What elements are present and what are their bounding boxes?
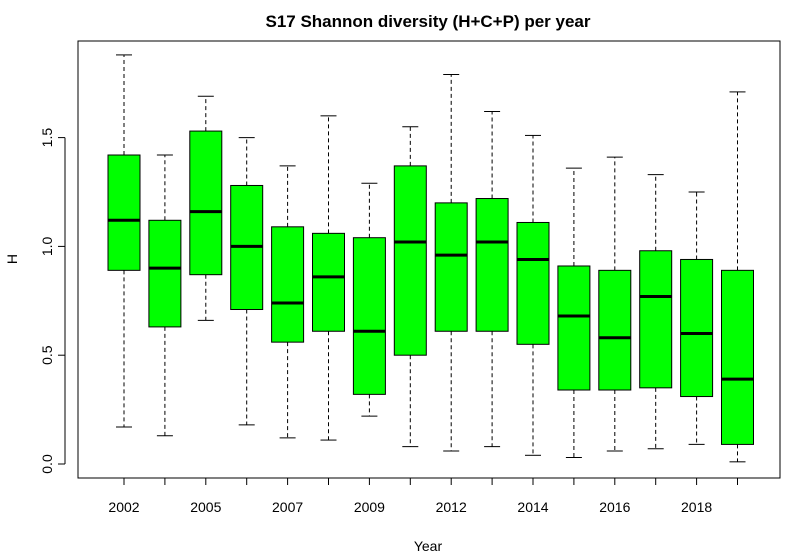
box-10	[475, 110, 509, 448]
iqr-box	[557, 265, 591, 391]
iqr-box	[516, 221, 550, 345]
iqr-box	[148, 219, 182, 328]
x-tick-label: 2012	[436, 499, 467, 515]
box-6	[312, 115, 345, 441]
box-12	[557, 167, 591, 458]
box-2	[148, 154, 182, 437]
iqr-box	[475, 198, 509, 332]
x-tick-label: 2005	[190, 499, 221, 515]
box-16	[721, 91, 754, 463]
x-tick-label: 2016	[599, 499, 630, 515]
iqr-box	[189, 130, 223, 276]
y-tick-label: 1.0	[39, 236, 55, 256]
x-tick-label: 2009	[354, 499, 385, 515]
x-axis: 2002 2005 2007 2009 2012 2014 2016 2018	[108, 477, 738, 515]
y-tick-label: 0.5	[39, 345, 55, 365]
box-3	[189, 95, 223, 321]
iqr-box	[312, 232, 345, 332]
box-9	[434, 73, 468, 452]
y-tick-label: 0.0	[39, 454, 55, 474]
iqr-box	[680, 258, 714, 398]
x-tick-label: 2014	[517, 499, 548, 515]
iqr-box	[393, 165, 427, 356]
box-8	[393, 126, 427, 448]
iqr-box	[721, 269, 754, 445]
box-13	[598, 156, 632, 452]
y-tick-label: 1.5	[39, 128, 55, 148]
iqr-box	[352, 237, 386, 395]
box-15	[680, 191, 714, 445]
boxes-group	[107, 54, 754, 463]
chart-title: S17 Shannon diversity (H+C+P) per year	[265, 12, 590, 31]
box-14	[639, 174, 673, 450]
iqr-box	[434, 202, 468, 332]
x-tick-label: 2002	[108, 499, 139, 515]
y-axis: 0.0 0.5 1.0 1.5	[39, 128, 66, 474]
iqr-box	[598, 269, 632, 391]
box-1	[107, 54, 141, 428]
y-axis-label: H	[4, 254, 20, 264]
box-4	[230, 137, 264, 426]
iqr-box	[107, 154, 141, 271]
x-axis-label: Year	[414, 538, 443, 554]
x-tick-label: 2007	[272, 499, 303, 515]
x-tick-label: 2018	[681, 499, 712, 515]
box-7	[352, 182, 386, 417]
box-5	[271, 165, 305, 439]
plot-frame	[77, 40, 781, 479]
iqr-box	[639, 250, 673, 389]
box-11	[516, 134, 550, 456]
iqr-box	[271, 226, 305, 343]
